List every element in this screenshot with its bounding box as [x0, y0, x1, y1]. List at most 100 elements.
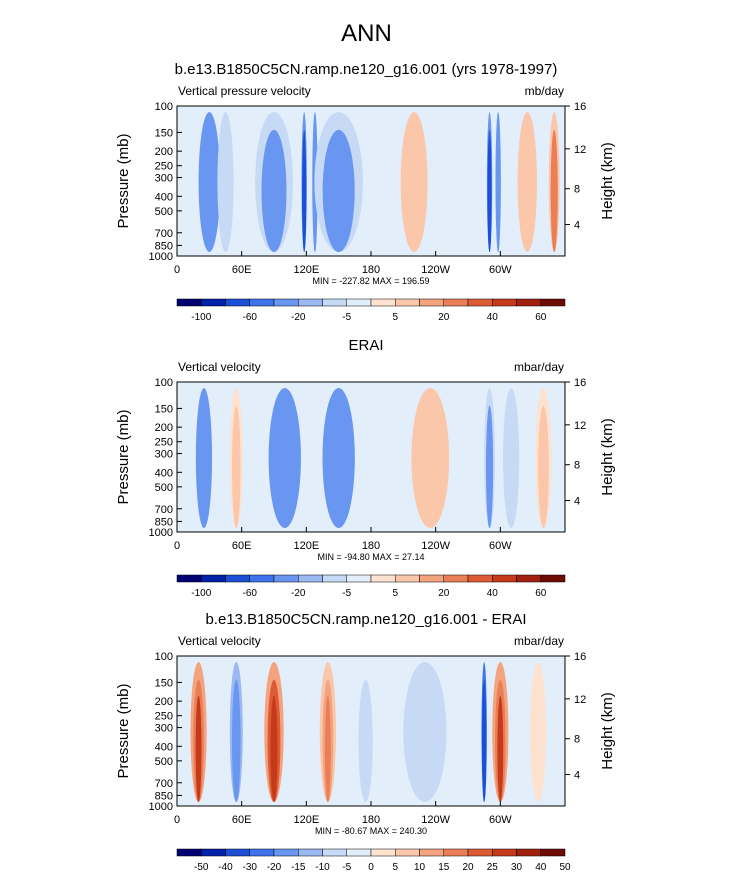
- colorbar-swatch: [516, 574, 541, 583]
- x-tick-label: 120W: [421, 264, 450, 276]
- colorbar-swatch: [395, 848, 420, 857]
- colorbar-label: -20: [267, 862, 282, 873]
- colorbar-label: -5: [342, 862, 351, 873]
- colorbar-swatch: [467, 574, 493, 583]
- colorbar-swatch: [249, 574, 275, 583]
- colorbar-swatch: [176, 848, 202, 857]
- right-string: mbar/day: [514, 360, 564, 374]
- contour-field: [177, 382, 565, 532]
- colorbar-label: 0: [368, 862, 374, 873]
- x-tick-label: 0: [174, 814, 180, 826]
- colorbar-swatch: [273, 848, 299, 857]
- right-string: mb/day: [525, 84, 564, 98]
- colorbar-label: 25: [487, 862, 499, 873]
- panel-title: b.e13.B1850C5CN.ramp.ne120_g16.001 - ERA…: [205, 611, 526, 628]
- y-tick-label: 100: [155, 377, 173, 389]
- colorbar-label: -15: [291, 862, 306, 873]
- y2-axis-label: Height (km): [599, 692, 616, 770]
- colorbar-label: 5: [392, 588, 398, 599]
- contour-feature: [233, 695, 239, 802]
- x-tick-label: 0: [174, 540, 180, 552]
- colorbar-swatch: [370, 848, 396, 857]
- colorbar-swatch: [201, 848, 226, 857]
- y2-tick-label: 4: [574, 770, 580, 782]
- min-max-stats: MIN = -94.80 MAX = 27.14: [317, 552, 424, 562]
- y-tick-label: 200: [155, 696, 173, 708]
- contour-feature: [523, 145, 531, 252]
- panel-erai: ERAI Vertical velocity mbar/day 0 60E 120E 180…: [115, 337, 616, 599]
- contour-feature: [205, 145, 214, 252]
- colorbar-swatch: [273, 298, 299, 307]
- contour-field: [177, 106, 565, 256]
- y2-tick-label: 4: [574, 496, 580, 508]
- colorbar-label: 10: [414, 862, 426, 873]
- y-tick-label: 700: [155, 228, 173, 240]
- y2-tick-label: 8: [574, 734, 580, 746]
- y-tick-label: 700: [155, 504, 173, 516]
- y2-tick-label: 4: [574, 220, 580, 232]
- colorbar-swatch: [516, 298, 541, 307]
- colorbar-label: 20: [438, 312, 450, 323]
- y-tick-label: 250: [155, 711, 173, 723]
- y2-tick-label: 12: [574, 694, 586, 706]
- x-tick-label: 60W: [489, 540, 512, 552]
- y-tick-label: 400: [155, 741, 173, 753]
- colorbar-swatch: [492, 848, 517, 857]
- colorbar-swatch: [225, 298, 250, 307]
- figure-title: ANN: [341, 20, 392, 47]
- colorbar-swatch: [467, 848, 493, 857]
- contour-feature: [487, 421, 492, 528]
- colorbar-label: -60: [243, 588, 258, 599]
- x-tick-label: 180: [362, 540, 380, 552]
- colorbar-label: 20: [438, 588, 450, 599]
- colorbar-label: -100: [191, 588, 211, 599]
- colorbar-swatch: [225, 848, 250, 857]
- colorbar-swatch: [225, 574, 250, 583]
- colorbar-label: -5: [342, 312, 351, 323]
- colorbar-label: 60: [535, 312, 547, 323]
- colorbar-swatch: [298, 848, 323, 857]
- colorbar-label: 60: [535, 588, 547, 599]
- colorbar-swatch: [419, 574, 444, 583]
- colorbar-swatch: [419, 848, 444, 857]
- colorbar-swatch: [540, 848, 566, 857]
- left-string: Vertical velocity: [178, 360, 261, 374]
- min-max-stats: MIN = -227.82 MAX = 196.59: [312, 276, 429, 286]
- y2-axis-label: Height (km): [599, 418, 616, 496]
- y2-tick-label: 8: [574, 460, 580, 472]
- y-tick-label: 500: [155, 756, 173, 768]
- colorbar-label: 50: [559, 862, 571, 873]
- colorbar-swatch: [443, 298, 469, 307]
- panel-model: b.e13.B1850C5CN.ramp.ne120_g16.001 (yrs …: [115, 61, 616, 323]
- colorbar-label: -100: [191, 312, 211, 323]
- contour-feature: [535, 695, 541, 802]
- colorbar-label: -30: [243, 862, 258, 873]
- y-tick-label: 850: [155, 516, 173, 528]
- contour-feature: [201, 421, 207, 528]
- colorbar-swatch: [322, 298, 347, 307]
- contour-feature: [487, 145, 492, 252]
- contour-feature: [417, 695, 433, 802]
- colorbar-swatch: [298, 298, 323, 307]
- contour-feature: [222, 145, 229, 252]
- contour-feature: [278, 421, 291, 528]
- y-axis-label: Pressure (mb): [115, 409, 132, 504]
- contour-feature: [329, 145, 348, 252]
- x-tick-label: 60E: [232, 814, 252, 826]
- contour-feature: [409, 145, 419, 252]
- x-tick-label: 180: [362, 814, 380, 826]
- field-background: [177, 106, 565, 256]
- colorbar-swatch: [201, 574, 226, 583]
- y-tick-label: 1000: [149, 251, 173, 263]
- x-tick-label: 180: [362, 264, 380, 276]
- contour-feature: [496, 145, 501, 252]
- contour-feature: [267, 145, 281, 252]
- y-tick-label: 100: [155, 101, 173, 113]
- contour-feature: [552, 145, 557, 252]
- colorbar-swatch: [419, 298, 444, 307]
- contour-feature: [332, 421, 345, 528]
- y-tick-label: 1000: [149, 801, 173, 813]
- colorbar-label: 40: [535, 862, 547, 873]
- contour-field: [177, 656, 565, 806]
- colorbar-label: 5: [392, 312, 398, 323]
